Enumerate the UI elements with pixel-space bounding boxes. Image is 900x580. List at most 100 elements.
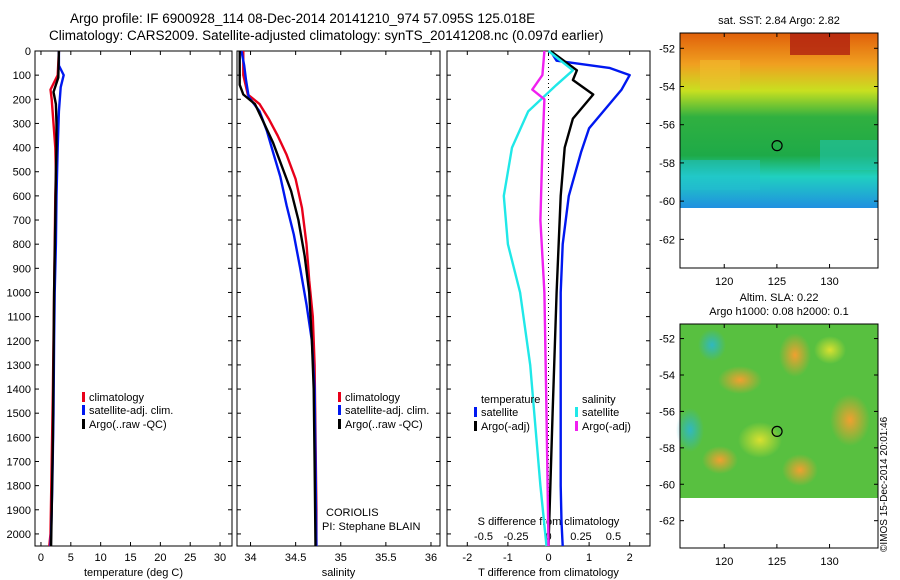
y-tick-label: 200 xyxy=(13,94,31,106)
legend-title-temperature: temperature xyxy=(481,394,540,406)
map-x-tick-label: 120 xyxy=(715,276,733,288)
legend-label: Argo(..raw -QC) xyxy=(89,419,167,431)
series-line-argo-raw-qc- xyxy=(238,51,317,547)
map-y-tick-label: -58 xyxy=(659,158,675,170)
sla-map-image xyxy=(676,324,878,548)
y-tick-label: 1200 xyxy=(7,336,31,348)
x-tick-label: 1 xyxy=(586,552,592,564)
x2-tick-label: 0.5 xyxy=(606,531,621,543)
legend-swatch xyxy=(338,419,341,429)
y-tick-label: 900 xyxy=(13,263,31,275)
y-tick-label: 700 xyxy=(13,215,31,227)
argo-location-marker xyxy=(771,140,783,152)
map-y-tick-label: -54 xyxy=(659,81,675,93)
map-y-tick-label: -56 xyxy=(659,406,675,418)
sst-map-title: sat. SST: 2.84 Argo: 2.82 xyxy=(718,15,840,27)
map-y-tick-label: -52 xyxy=(659,43,675,55)
series-line-temperature-argo-adj- xyxy=(547,50,595,547)
legend-label: satellite-adj. clim. xyxy=(345,405,429,417)
x-axis-label: temperature (deg C) xyxy=(84,567,183,579)
x-tick-label: 10 xyxy=(95,552,107,564)
map-x-tick-label: 130 xyxy=(820,556,838,568)
legend-label: climatology xyxy=(345,392,401,404)
map-y-tick-label: -62 xyxy=(659,516,675,528)
y-tick-label: 100 xyxy=(13,70,31,82)
plot-frame-salinity xyxy=(236,50,441,547)
y-tick-label: 1400 xyxy=(7,384,31,396)
legend-swatch xyxy=(338,392,341,402)
sla-map-title: Altim. SLA: 0.22 xyxy=(739,292,819,304)
annotation-coriolis: CORIOLIS xyxy=(326,507,379,519)
x-tick-label: 36 xyxy=(425,552,437,564)
legend-label: Argo(-adj) xyxy=(582,421,631,433)
map-frame-sla-map xyxy=(679,323,879,549)
argo-location-marker xyxy=(771,425,783,437)
legend-swatch xyxy=(575,407,578,417)
series-line-salinity-satellite xyxy=(502,50,575,547)
sla-map-subtitle: Argo h1000: 0.08 h2000: 0.1 xyxy=(709,306,849,318)
x-axis-label: T difference from climatology xyxy=(478,567,619,579)
legend-swatch xyxy=(82,392,85,402)
y-tick-label: 1100 xyxy=(7,312,31,324)
figure-title-line2: Climatology: CARS2009. Satellite-adjuste… xyxy=(49,28,604,43)
x-tick-label: 0 xyxy=(545,552,551,564)
y-tick-label: 600 xyxy=(13,191,31,203)
legend-label: satellite xyxy=(582,407,619,419)
map-y-tick-label: -54 xyxy=(659,370,675,382)
legend-swatch xyxy=(474,407,477,417)
series-line-temperature-satellite xyxy=(549,50,631,547)
map-y-tick-label: -52 xyxy=(659,334,675,346)
map-y-tick-label: -62 xyxy=(659,234,675,246)
x-tick-label: 5 xyxy=(68,552,74,564)
map-y-tick-label: -60 xyxy=(659,196,675,208)
map-y-tick-label: -60 xyxy=(659,479,675,491)
y-tick-label: 1300 xyxy=(7,360,31,372)
y-tick-label: 1800 xyxy=(7,481,31,493)
x-tick-label: 34 xyxy=(244,552,256,564)
x-tick-label: -1 xyxy=(503,552,513,564)
x2-tick-label: 0.25 xyxy=(570,531,591,543)
map-x-tick-label: 125 xyxy=(768,276,786,288)
map-x-tick-label: 120 xyxy=(715,556,733,568)
map-y-tick-label: -56 xyxy=(659,120,675,132)
x-tick-label: -2 xyxy=(462,552,472,564)
plot-frame-temperature xyxy=(34,50,233,547)
annotation-pi: PI: Stephane BLAIN xyxy=(322,521,421,533)
x-tick-label: 0 xyxy=(38,552,44,564)
y-tick-label: 1900 xyxy=(7,505,31,517)
x-tick-label: 15 xyxy=(124,552,136,564)
y-tick-label: 400 xyxy=(13,143,31,155)
y-tick-label: 1700 xyxy=(7,456,31,468)
x-tick-label: 30 xyxy=(214,552,226,564)
map-x-tick-label: 125 xyxy=(768,556,786,568)
map-y-tick-label: -58 xyxy=(659,443,675,455)
figure-title-line1: Argo profile: IF 6900928_114 08-Dec-2014… xyxy=(70,11,536,26)
series-line-satellite-adj-clim- xyxy=(240,50,318,547)
series-line-salinity-argo-adj- xyxy=(531,50,550,547)
x-tick-label: 20 xyxy=(154,552,166,564)
y-tick-label: 0 xyxy=(25,46,31,58)
y-tick-label: 1500 xyxy=(7,408,31,420)
legend-swatch xyxy=(82,419,85,429)
x2-tick-label: -0.5 xyxy=(474,531,493,543)
legend-title-salinity: salinity xyxy=(582,394,616,406)
legend-swatch xyxy=(338,405,341,415)
x-tick-label: 25 xyxy=(184,552,196,564)
credit-label: ©IMOS 15-Dec-2014 20:01:46 xyxy=(879,416,890,552)
x-tick-label: 34.5 xyxy=(285,552,306,564)
legend-label: climatology xyxy=(89,392,145,404)
x-tick-label: 2 xyxy=(627,552,633,564)
y-tick-label: 1000 xyxy=(7,287,31,299)
y-tick-label: 1600 xyxy=(7,432,31,444)
legend-label: Argo(..raw -QC) xyxy=(345,419,423,431)
legend-swatch xyxy=(82,405,85,415)
map-x-tick-label: 130 xyxy=(820,276,838,288)
legend-label: satellite xyxy=(481,407,518,419)
x-axis-label: salinity xyxy=(322,567,356,579)
y-tick-label: 500 xyxy=(13,167,31,179)
y-tick-label: 800 xyxy=(13,239,31,251)
legend-label: satellite-adj. clim. xyxy=(89,405,173,417)
x-tick-label: 35 xyxy=(335,552,347,564)
